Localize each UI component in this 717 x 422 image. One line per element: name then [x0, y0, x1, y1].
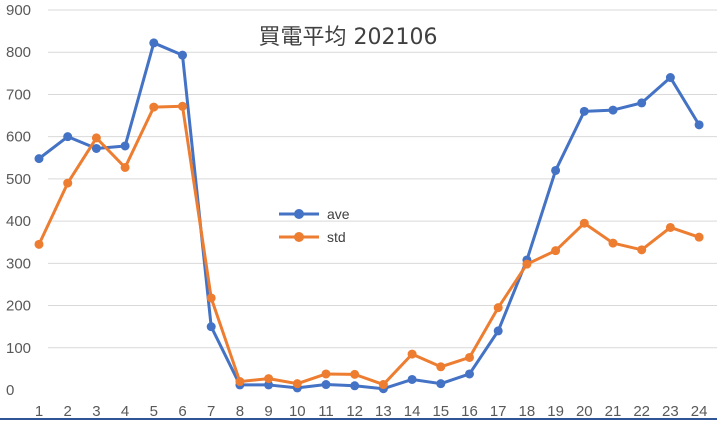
x-tick-label: 22 [633, 403, 650, 420]
data-point-ave [34, 154, 44, 164]
legend-label-ave: ave [327, 206, 350, 222]
data-point-std [91, 133, 101, 143]
data-point-std [350, 369, 360, 379]
data-point-std [206, 293, 216, 303]
x-tick-label: 9 [264, 403, 272, 420]
data-point-ave [608, 105, 618, 115]
x-tick-label: 1 [35, 403, 43, 420]
legend-label-std: std [327, 229, 346, 245]
data-point-std [264, 374, 274, 384]
x-tick-label: 2 [64, 403, 72, 420]
x-tick-label: 5 [150, 403, 158, 420]
y-tick-label: 900 [6, 2, 31, 19]
data-point-std [34, 239, 44, 249]
series-ave [34, 38, 704, 394]
data-point-ave [465, 369, 474, 379]
data-point-std [465, 352, 474, 362]
legend-marker-std [294, 232, 304, 242]
data-point-std [235, 377, 245, 387]
data-point-ave [120, 141, 130, 151]
y-tick-label: 200 [6, 298, 31, 315]
x-tick-label: 21 [605, 403, 622, 420]
x-tick-label: 13 [375, 403, 392, 420]
x-tick-label: 23 [662, 403, 679, 420]
data-point-std [637, 245, 647, 255]
series-std [34, 101, 704, 390]
data-point-std [378, 380, 388, 390]
x-tick-label: 17 [490, 403, 507, 420]
y-tick-label: 0 [6, 382, 14, 399]
data-point-std [63, 178, 73, 188]
data-point-std [665, 222, 675, 232]
data-point-std [292, 379, 302, 389]
x-tick-label: 4 [121, 403, 129, 420]
series-layer [34, 38, 704, 394]
legend-item-std: std [279, 229, 346, 245]
x-tick-label: 14 [404, 403, 421, 420]
x-tick-label: 6 [178, 403, 186, 420]
x-tick-label: 16 [461, 403, 478, 420]
y-tick-label: 600 [6, 129, 31, 146]
y-axis-tick-labels: 0 100 200 300 400 500 600 700 800 900 [6, 2, 31, 399]
data-point-std [608, 238, 618, 248]
series-line-ave [38, 41, 701, 391]
data-point-ave [551, 165, 561, 175]
y-tick-label: 500 [6, 171, 31, 188]
data-point-ave [350, 381, 360, 391]
data-point-ave [149, 38, 159, 48]
legend-marker-ave [294, 209, 304, 219]
legend: ave std [279, 206, 350, 245]
x-tick-label: 12 [346, 403, 363, 420]
data-point-ave [579, 106, 589, 116]
data-point-ave [206, 322, 216, 332]
y-tick-label: 700 [6, 86, 31, 103]
data-point-ave [694, 120, 704, 130]
x-tick-label: 10 [289, 403, 306, 420]
data-point-std [551, 246, 561, 256]
x-axis-tick-labels: 1 2 3 4 5 6 7 8 9 10 11 12 13 14 15 16 17 18 19 20 21 22 23 24 [35, 403, 708, 420]
x-tick-label: 7 [207, 403, 215, 420]
data-point-std [407, 349, 417, 359]
legend-item-ave: ave [279, 206, 350, 222]
data-point-ave [637, 98, 647, 108]
data-point-ave [493, 326, 503, 336]
data-point-std [522, 259, 532, 269]
x-tick-label: 15 [432, 403, 449, 420]
data-point-std [579, 218, 589, 228]
data-point-ave [407, 374, 417, 384]
data-point-std [694, 232, 704, 242]
data-point-std [493, 303, 503, 313]
x-tick-label: 3 [92, 403, 100, 420]
y-tick-label: 100 [6, 340, 31, 357]
x-tick-label: 18 [519, 403, 536, 420]
series-line-std [37, 104, 700, 387]
x-tick-label: 19 [547, 403, 564, 420]
data-point-ave [436, 379, 446, 389]
y-tick-label: 400 [6, 213, 31, 230]
gridlines [48, 9, 717, 349]
chart-title: 買電平均 202106 [259, 25, 438, 50]
y-tick-label: 800 [6, 44, 31, 61]
x-tick-label: 20 [576, 403, 593, 420]
data-point-std [120, 162, 130, 172]
y-tick-label: 300 [6, 255, 31, 272]
data-point-ave [63, 132, 73, 142]
data-point-std [149, 102, 159, 112]
data-point-ave [91, 143, 101, 153]
data-point-std [321, 369, 331, 379]
x-tick-label: 24 [691, 403, 708, 420]
data-point-ave [264, 380, 274, 390]
data-point-ave [665, 73, 675, 83]
data-point-ave [178, 50, 187, 60]
data-point-std [436, 362, 446, 372]
x-tick-label: 11 [318, 403, 334, 420]
x-tick-label: 8 [236, 403, 244, 420]
data-point-ave [321, 380, 331, 390]
data-point-std [178, 101, 187, 111]
